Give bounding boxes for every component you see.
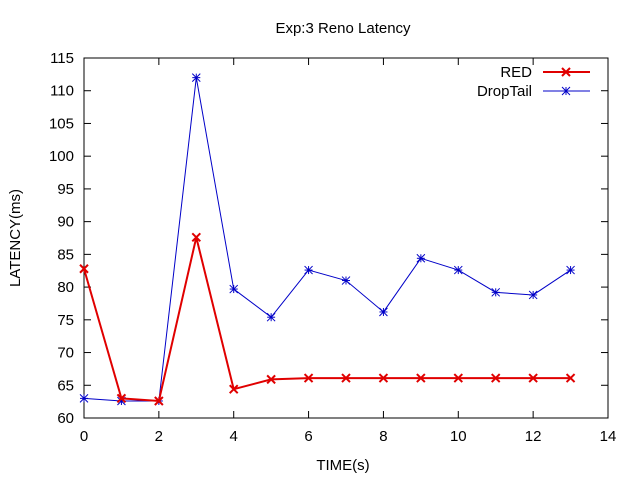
x-tick-label: 12: [525, 428, 542, 445]
marker-stroke: [154, 396, 164, 406]
legend-label: RED: [500, 64, 532, 81]
series-red: [79, 232, 576, 406]
marker-stroke: [116, 393, 127, 404]
chart-title: Exp:3 Reno Latency: [275, 20, 411, 37]
x-tick-label: 8: [379, 428, 387, 445]
series-line-red: [83, 237, 571, 403]
y-tick-label: 85: [57, 246, 74, 263]
marker-stroke: [561, 67, 571, 77]
data-point-red: [565, 373, 576, 383]
marker-stroke: [416, 373, 426, 383]
x-tick-label: 14: [600, 428, 617, 445]
data-point-droptail: [79, 394, 89, 403]
data-point-droptail: [491, 287, 501, 297]
data-point-red: [378, 373, 389, 383]
data-point-droptail: [191, 73, 201, 82]
x-tick-label: 6: [304, 428, 312, 445]
y-tick-label: 115: [50, 50, 74, 67]
data-point-red: [453, 373, 463, 383]
marker-stroke: [453, 373, 463, 383]
marker-stroke: [303, 373, 314, 383]
data-point-red: [416, 373, 426, 383]
series-line-droptail: [83, 77, 571, 402]
y-tick-label: 90: [57, 214, 74, 231]
data-point-red: [528, 373, 538, 383]
x-axis-label: TIME(s): [316, 457, 369, 474]
data-point-droptail: [266, 312, 276, 322]
y-tick-label: 110: [50, 83, 74, 100]
y-tick-label: 95: [57, 181, 74, 198]
y-tick-label: 105: [49, 115, 74, 132]
x-axis: 0 2 4 6 8 10 12 14: [80, 58, 617, 445]
plot-frame: [83, 57, 609, 419]
data-point-red: [79, 264, 89, 274]
data-point-red: [191, 232, 201, 243]
x-tick-label: 10: [450, 428, 467, 445]
data-point-droptail: [453, 265, 463, 275]
data-point-red: [303, 373, 314, 383]
y-tick-label: 80: [57, 279, 74, 296]
x-tick-label: 4: [230, 428, 238, 445]
data-point-droptail: [566, 265, 575, 275]
marker-stroke: [79, 264, 89, 274]
y-tick-label: 65: [57, 377, 74, 394]
marker-stroke: [378, 373, 389, 383]
marker-stroke: [528, 373, 538, 383]
marker-stroke: [565, 373, 576, 383]
marker-stroke: [191, 232, 201, 243]
marker-stroke: [341, 373, 351, 383]
marker-stroke: [266, 374, 276, 385]
series-layer: [79, 73, 576, 406]
marker-stroke: [229, 384, 239, 394]
legend: RED DropTail: [477, 64, 590, 100]
data-point-droptail: [528, 290, 538, 300]
marker-stroke: [491, 373, 501, 383]
data-point-droptail: [304, 265, 313, 275]
data-point-droptail: [341, 276, 351, 285]
x-tick-label: 0: [80, 428, 88, 445]
data-point-red: [154, 396, 164, 406]
data-point-red: [116, 393, 127, 404]
legend-label: DropTail: [477, 83, 532, 100]
data-point-red: [491, 373, 501, 383]
data-point-droptail: [379, 307, 388, 317]
y-axis-label: LATENCY(ms): [7, 189, 24, 287]
data-point-droptail: [416, 253, 426, 263]
data-point-red: [341, 373, 351, 383]
y-tick-label: 70: [57, 345, 74, 362]
y-tick-label: 100: [49, 148, 74, 165]
data-point-red: [229, 384, 239, 394]
y-tick-label: 75: [57, 312, 74, 329]
data-point-droptail: [229, 284, 239, 294]
legend-swatch-marker: [561, 67, 571, 77]
y-tick-label: 60: [57, 410, 74, 427]
x-tick-label: 2: [155, 428, 163, 445]
legend-swatch-marker: [561, 86, 571, 96]
y-axis: 60 65 70 75 80 85 90 95 100 105 110 115: [49, 50, 608, 427]
data-point-red: [266, 374, 276, 385]
